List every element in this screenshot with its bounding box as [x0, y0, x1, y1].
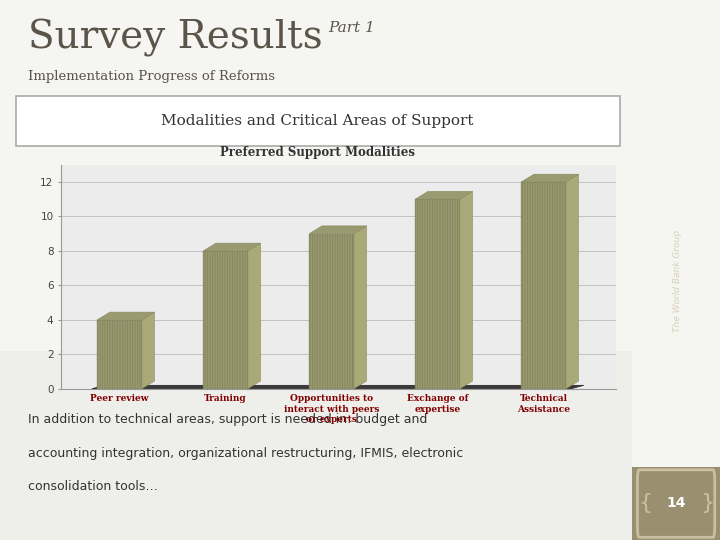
Polygon shape: [460, 191, 472, 389]
Bar: [521, 182, 566, 389]
Polygon shape: [521, 174, 578, 182]
Bar: [97, 320, 142, 389]
Text: consolidation tools…: consolidation tools…: [29, 480, 158, 493]
Polygon shape: [203, 243, 261, 251]
Text: Preferred Support Modalities: Preferred Support Modalities: [220, 146, 415, 159]
Polygon shape: [97, 312, 155, 320]
Bar: [521, 182, 566, 389]
Polygon shape: [566, 174, 578, 389]
Bar: [632, 467, 720, 540]
Polygon shape: [415, 191, 472, 199]
Bar: [97, 320, 142, 389]
Text: In addition to technical areas, support is needed in: budget and: In addition to technical areas, support …: [29, 413, 428, 426]
Text: {: {: [638, 493, 652, 514]
Text: }: }: [700, 493, 714, 514]
Text: 14: 14: [666, 496, 686, 510]
FancyBboxPatch shape: [637, 470, 715, 537]
Bar: [203, 251, 248, 389]
Text: Part 1: Part 1: [329, 21, 375, 35]
Bar: [415, 199, 460, 389]
Polygon shape: [92, 386, 584, 389]
Text: The World Bank Group: The World Bank Group: [673, 230, 683, 332]
Bar: [310, 234, 354, 389]
Text: accounting integration, organizational restructuring, IFMIS, electronic: accounting integration, organizational r…: [29, 447, 464, 460]
Bar: [0, 351, 632, 540]
Bar: [310, 234, 354, 389]
Text: Modalities and Critical Areas of Support: Modalities and Critical Areas of Support: [161, 114, 474, 128]
Text: Survey Results: Survey Results: [29, 19, 323, 57]
FancyBboxPatch shape: [16, 96, 619, 146]
Bar: [415, 199, 460, 389]
Polygon shape: [142, 312, 155, 389]
Polygon shape: [248, 243, 261, 389]
Text: Implementation Progress of Reforms: Implementation Progress of Reforms: [29, 70, 276, 83]
Polygon shape: [310, 226, 366, 234]
Bar: [203, 251, 248, 389]
Polygon shape: [354, 226, 366, 389]
